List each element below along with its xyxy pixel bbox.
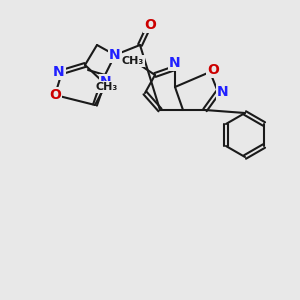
- Text: O: O: [49, 88, 61, 102]
- Text: O: O: [207, 63, 219, 77]
- Text: O: O: [144, 18, 156, 32]
- Text: N: N: [100, 75, 112, 89]
- Text: CH₃: CH₃: [122, 56, 144, 66]
- Text: N: N: [109, 48, 121, 62]
- Text: N: N: [217, 85, 229, 99]
- Text: N: N: [169, 56, 181, 70]
- Text: N: N: [53, 65, 65, 79]
- Text: CH₃: CH₃: [96, 82, 118, 92]
